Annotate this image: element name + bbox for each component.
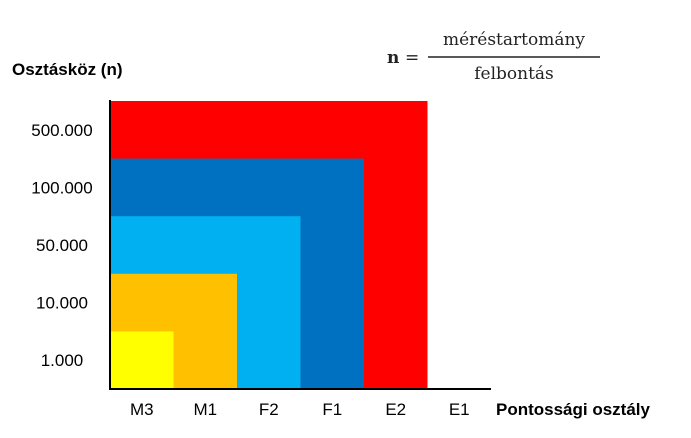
y-tick-label: 100.000 [31, 178, 92, 197]
formula-lhs: n [387, 48, 399, 68]
x-tick-label: F1 [322, 400, 342, 419]
y-tick-label: 500.000 [31, 121, 92, 140]
x-tick-label: E2 [385, 400, 406, 419]
x-tick-label: M3 [130, 400, 154, 419]
y-tick-label: 1.000 [41, 351, 84, 370]
formula-denominator: felbontás [474, 64, 554, 84]
x-tick-label: F2 [259, 400, 279, 419]
x-axis-title: Pontossági osztály [496, 400, 651, 419]
y-tick-label: 10.000 [36, 294, 88, 313]
y-tick-label: 50.000 [36, 236, 88, 255]
formula-equals: = [405, 48, 419, 68]
y-axis-title: Osztásköz (n) [12, 60, 123, 79]
x-tick-label: M1 [193, 400, 217, 419]
x-tick-label: E1 [449, 400, 470, 419]
block-m3 [110, 331, 174, 389]
formula: n = méréstartomány felbontás [387, 30, 600, 84]
formula-numerator: méréstartomány [443, 30, 585, 50]
